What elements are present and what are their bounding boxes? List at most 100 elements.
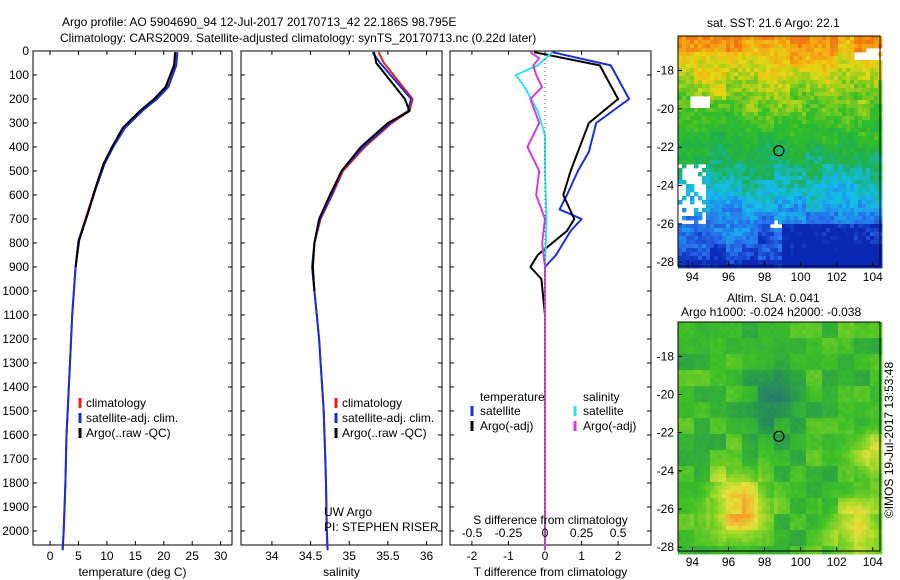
heatmap-cell <box>746 124 751 129</box>
heatmap-cell <box>714 140 719 145</box>
heatmap-cell <box>818 132 823 137</box>
heatmap-cell <box>794 212 799 217</box>
heatmap-cell <box>874 236 879 241</box>
heatmap-cell <box>722 116 727 121</box>
heatmap-cell <box>842 248 847 253</box>
heatmap-cell <box>802 338 807 343</box>
heatmap-cell <box>738 60 743 65</box>
heatmap-cell <box>762 326 767 331</box>
heatmap-cell <box>682 442 687 447</box>
heatmap-cell <box>714 378 719 383</box>
sla-heatmap-cells <box>678 322 883 555</box>
heatmap-cell <box>858 240 863 245</box>
heatmap-cell <box>838 390 843 395</box>
heatmap-cell <box>722 176 727 181</box>
heatmap-cell <box>694 422 699 427</box>
heatmap-cell <box>786 366 791 371</box>
heatmap-cell <box>782 136 787 141</box>
heatmap-cell <box>822 176 827 181</box>
heatmap-cell <box>794 422 799 427</box>
heatmap-cell <box>706 168 711 173</box>
heatmap-cell <box>762 120 767 125</box>
heatmap-cell <box>782 100 787 105</box>
heatmap-cell <box>714 240 719 245</box>
heatmap-cell <box>834 44 839 49</box>
heatmap-cell <box>790 338 795 343</box>
heatmap-cell <box>694 52 699 57</box>
heatmap-cell <box>794 140 799 145</box>
heatmap-cell <box>850 128 855 133</box>
heatmap-cell <box>870 144 875 149</box>
heatmap-cell <box>686 228 691 233</box>
heatmap-cell <box>830 462 835 467</box>
heatmap-cell <box>830 144 835 149</box>
heatmap-cell <box>798 232 803 237</box>
heatmap-cell <box>698 156 703 161</box>
heatmap-cell <box>750 68 755 73</box>
heatmap-cell <box>826 196 831 201</box>
heatmap-cell <box>682 466 687 471</box>
heatmap-cell <box>770 370 775 375</box>
heatmap-cell <box>770 466 775 471</box>
heatmap-cell <box>854 128 859 133</box>
heatmap-cell <box>874 72 879 77</box>
heatmap-cell <box>786 458 791 463</box>
heatmap-cell <box>874 112 879 117</box>
heatmap-cell <box>790 168 795 173</box>
heatmap-cell <box>830 68 835 73</box>
heatmap-cell <box>814 196 819 201</box>
heatmap-cell <box>826 164 831 169</box>
heatmap-cell <box>698 434 703 439</box>
heatmap-cell <box>794 382 799 387</box>
heatmap-cell <box>798 60 803 65</box>
heatmap-cell <box>838 80 843 85</box>
heatmap-cell <box>822 350 827 355</box>
heatmap-cell <box>866 160 871 165</box>
heatmap-cell <box>858 40 863 45</box>
heatmap-cell <box>794 224 799 229</box>
heatmap-cell <box>870 112 875 117</box>
heatmap-cell <box>758 72 763 77</box>
heatmap-cell <box>854 152 859 157</box>
heatmap-cell <box>866 386 871 391</box>
heatmap-cell <box>686 160 691 165</box>
heatmap-cell <box>770 140 775 145</box>
heatmap-cell <box>714 248 719 253</box>
heatmap-cell <box>718 322 723 327</box>
heatmap-cell <box>774 200 779 205</box>
heatmap-cell <box>782 462 787 467</box>
heatmap-cell <box>838 84 843 89</box>
heatmap-cell <box>750 124 755 129</box>
heatmap-cell <box>686 156 691 161</box>
heatmap-cell <box>762 56 767 61</box>
heatmap-cell <box>810 68 815 73</box>
heatmap-cell <box>722 446 727 451</box>
heatmap-cell <box>754 252 759 257</box>
heatmap-cell <box>754 64 759 69</box>
heatmap-cell <box>810 382 815 387</box>
heatmap-cell <box>798 240 803 245</box>
heatmap-cell <box>850 200 855 205</box>
heatmap-cell <box>782 338 787 343</box>
heatmap-cell <box>790 156 795 161</box>
heatmap-cell <box>814 338 819 343</box>
heatmap-cell <box>702 76 707 81</box>
heatmap-cell <box>742 434 747 439</box>
heatmap-cell <box>862 224 867 229</box>
heatmap-cell <box>782 406 787 411</box>
heatmap-cell <box>766 180 771 185</box>
heatmap-cell <box>834 252 839 257</box>
heatmap-cell <box>718 72 723 77</box>
heatmap-cell <box>758 236 763 241</box>
heatmap-cell <box>770 398 775 403</box>
heatmap-cell <box>806 172 811 177</box>
heatmap-cell <box>702 378 707 383</box>
heatmap-cell <box>754 374 759 379</box>
heatmap-cell <box>866 382 871 387</box>
heatmap-cell <box>786 390 791 395</box>
heatmap-cell <box>722 184 727 189</box>
heatmap-cell <box>706 60 711 65</box>
heatmap-cell <box>806 402 811 407</box>
heatmap-cell <box>862 386 867 391</box>
heatmap-cell <box>766 72 771 77</box>
